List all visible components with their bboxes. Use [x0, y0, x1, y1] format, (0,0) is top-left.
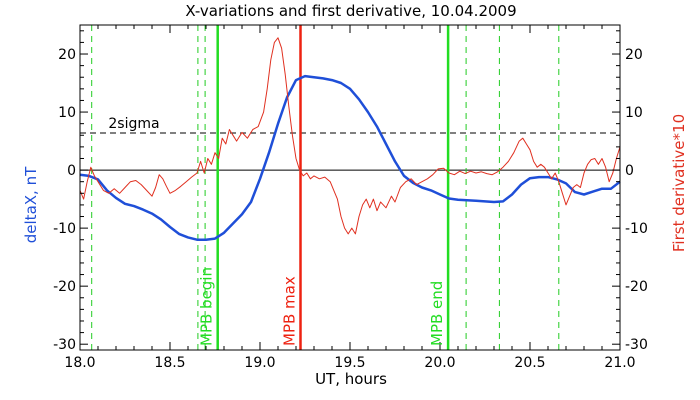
y-tick-label-right: 0 — [625, 163, 634, 179]
vertical-markers — [91, 25, 560, 350]
series-deltax-line — [79, 74, 621, 241]
plot-frame — [79, 24, 621, 351]
series-derivative-line — [79, 37, 621, 235]
marker-label-mpb-end: MPB end — [428, 281, 446, 346]
x-tick-label: 20.5 — [514, 355, 545, 371]
x-tick-label: 18.5 — [154, 355, 185, 371]
series-layer — [79, 37, 621, 241]
axis-ticks: 18.0 18.5 19.0 19.5 20.0 20.5 21.0 20 20 10 10 0 0 -1… — [53, 25, 648, 371]
y-tick-label-right: -30 — [625, 337, 648, 353]
x-tick-label: 20.0 — [424, 355, 455, 371]
y-tick-label-left: 10 — [58, 105, 76, 121]
x-axis-title: UT, hours — [315, 370, 387, 388]
reference-lines: 2sigma — [80, 116, 620, 171]
y-tick-label-left: -30 — [53, 337, 76, 353]
chart-title: X-variations and first derivative, 10.04… — [185, 2, 516, 20]
y-tick-label-right: -20 — [625, 279, 648, 295]
y-axis-title-right: First derivative*10 — [670, 114, 688, 252]
y-tick-label-left: -10 — [53, 221, 76, 237]
two-sigma-label: 2sigma — [108, 116, 159, 132]
x-tick-label: 19.5 — [334, 355, 365, 371]
marker-label-mpb-max: MPB max — [281, 276, 299, 346]
y-tick-label-left: 0 — [67, 163, 76, 179]
y-tick-label-right: 10 — [625, 105, 643, 121]
x-tick-label: 18.0 — [64, 355, 95, 371]
x-tick-label: 19.0 — [244, 355, 275, 371]
marker-labels: MPB begin MPB max MPB end — [198, 267, 446, 346]
y-tick-label-right: 20 — [625, 47, 643, 63]
y-tick-label-right: -10 — [625, 221, 648, 237]
marker-label-mpb-begin: MPB begin — [198, 267, 216, 346]
x-tick-label: 21.0 — [604, 355, 635, 371]
y-tick-label-left: -20 — [53, 279, 76, 295]
y-axis-title-left: deltaX, nT — [22, 166, 40, 243]
y-tick-label-left: 20 — [58, 47, 76, 63]
